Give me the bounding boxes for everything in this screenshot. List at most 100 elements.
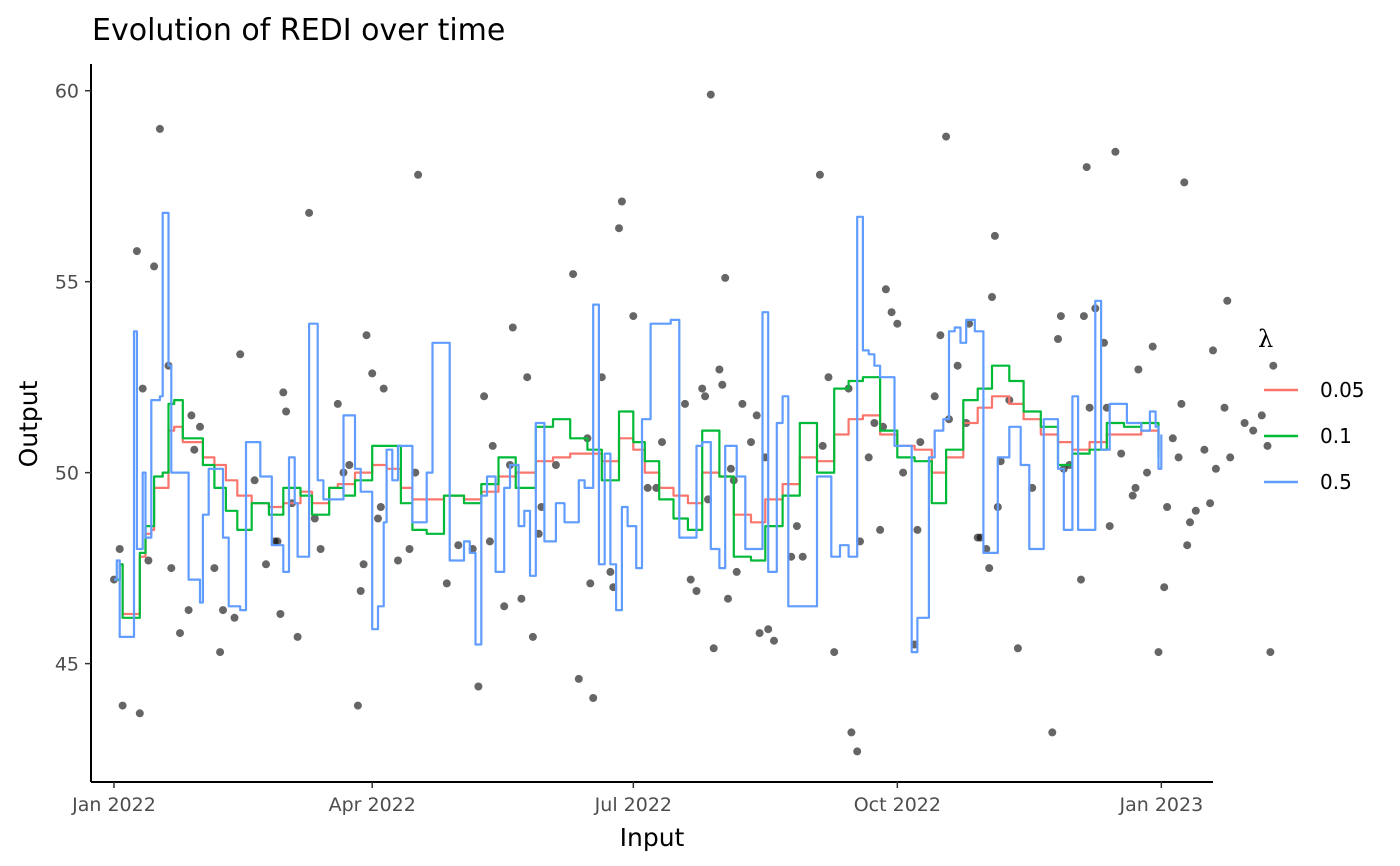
observation-point	[815, 170, 824, 179]
x-tick-label: Jan 2023	[1119, 794, 1204, 816]
plot-area	[110, 90, 1278, 756]
observation-point	[187, 411, 196, 420]
x-tick-label: Jul 2022	[594, 794, 672, 816]
observation-point	[362, 331, 371, 340]
observation-point	[345, 461, 354, 469]
observation-point	[1206, 499, 1215, 508]
observation-point	[442, 579, 451, 588]
observation-point	[709, 644, 718, 653]
observation-point	[414, 170, 423, 179]
observation-point	[830, 648, 839, 657]
observation-point	[500, 602, 509, 611]
observation-point	[1191, 506, 1200, 515]
legend-label-3: 0.5	[1320, 470, 1352, 494]
observation-point	[1177, 399, 1186, 408]
observation-point	[1180, 178, 1189, 187]
observation-point	[1117, 449, 1126, 458]
observation-point	[942, 132, 951, 141]
observation-point	[589, 694, 598, 702]
observation-point	[196, 422, 204, 431]
observation-point	[718, 380, 727, 389]
observation-point	[1079, 312, 1088, 321]
observation-point	[132, 247, 141, 256]
observation-point	[724, 594, 732, 603]
x-axis-title: Input	[620, 823, 685, 852]
observation-point	[115, 545, 124, 553]
observation-point	[747, 438, 755, 447]
observation-point	[1209, 346, 1217, 355]
legend-label-1: 0.05	[1320, 378, 1365, 402]
observation-point	[847, 728, 856, 737]
observation-point	[1054, 335, 1062, 343]
observation-point	[1105, 522, 1114, 531]
axes: 45 50 55 60 Jan 2022 Apr 2022 Jul 2022 Oct 2022…	[55, 64, 1213, 816]
observation-point	[1249, 426, 1258, 435]
observation-point	[930, 392, 939, 401]
observation-point	[606, 567, 615, 576]
observation-point	[881, 285, 890, 294]
observation-point	[899, 468, 908, 477]
observation-point	[273, 537, 282, 546]
observation-point	[150, 262, 159, 271]
observation-point	[138, 384, 147, 393]
observation-point	[517, 594, 526, 603]
observation-point	[210, 564, 219, 573]
observation-point	[316, 545, 325, 553]
observation-point	[738, 399, 747, 408]
observation-point	[692, 587, 701, 595]
y-tick-label: 45	[55, 654, 79, 676]
observation-point	[184, 606, 193, 615]
series-line-1	[114, 395, 1160, 616]
observation-point	[1131, 483, 1140, 492]
observation-point	[617, 197, 626, 206]
observation-point	[1263, 441, 1272, 450]
observation-point	[936, 331, 945, 340]
observation-point	[523, 373, 532, 382]
observation-point	[792, 522, 801, 531]
observation-point	[701, 392, 710, 401]
observation-point	[870, 419, 879, 427]
observation-point	[379, 384, 388, 393]
observation-point	[279, 388, 288, 397]
observation-point	[262, 560, 270, 569]
observation-point	[1269, 361, 1278, 370]
y-tick-label: 55	[55, 272, 79, 294]
observation-point	[305, 208, 314, 217]
observation-point	[1056, 312, 1065, 321]
observation-point	[1183, 541, 1192, 550]
chart-title: Evolution of REDI over time	[92, 13, 505, 48]
observation-point	[190, 445, 199, 454]
legend-label-2: 0.1	[1320, 424, 1352, 448]
observation-point	[764, 625, 773, 634]
observation-point	[913, 525, 922, 534]
observation-point	[310, 514, 319, 523]
observation-point	[770, 636, 778, 645]
observation-point	[1226, 453, 1235, 462]
x-tick-label: Oct 2022	[854, 794, 941, 816]
series-line-2	[114, 364, 1160, 619]
observation-point	[394, 556, 402, 565]
observation-point	[293, 632, 302, 641]
observation-point	[1134, 365, 1143, 374]
observation-point	[118, 701, 127, 710]
observation-point	[706, 90, 715, 99]
observation-point	[1174, 453, 1183, 462]
observation-point	[698, 384, 707, 393]
observation-point	[551, 461, 560, 469]
observation-point	[144, 556, 153, 565]
observation-point	[155, 124, 164, 133]
observation-point	[629, 312, 638, 321]
observation-point	[1013, 644, 1022, 653]
observation-point	[480, 392, 489, 401]
observation-point	[818, 441, 827, 450]
observation-point	[1154, 648, 1163, 657]
observation-point	[1223, 296, 1232, 305]
observation-point	[1077, 575, 1085, 584]
observation-point	[916, 438, 925, 447]
observation-point	[135, 709, 144, 718]
observation-point	[569, 270, 578, 279]
observation-point	[1163, 503, 1172, 511]
observation-point	[798, 552, 807, 561]
observation-point	[726, 464, 735, 473]
